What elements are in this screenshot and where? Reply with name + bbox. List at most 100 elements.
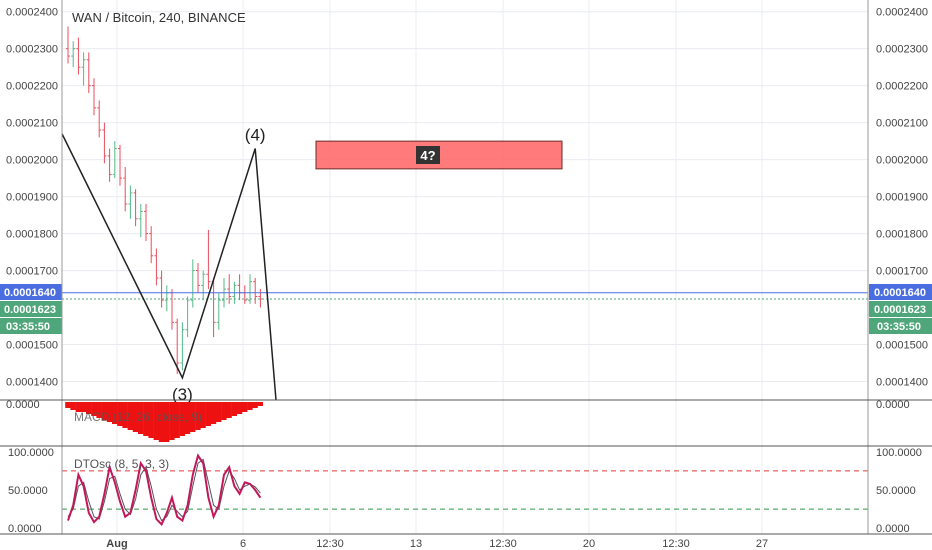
macd-histogram: [65, 402, 263, 442]
time-tick: 20: [583, 538, 595, 550]
macd-bar: [122, 402, 128, 428]
osc-axis-ticks: 100.0000 100.0000 50.0000 50.0000 0.0000 0.00…: [8, 447, 922, 535]
right-blue-badge: [869, 284, 932, 300]
right-price-tick: 0.0001400: [876, 377, 928, 389]
osc-right-tick: 50.0000: [876, 485, 916, 497]
time-axis[interactable]: Aug 6 12:30 13 12:30 20 12:30 27: [106, 538, 768, 550]
macd-bar: [117, 402, 123, 426]
macd-bar: [75, 402, 81, 412]
osc-left-tick: 0.0000: [8, 523, 42, 535]
macd-bar: [190, 402, 196, 432]
left-countdown-text: 03:35:50: [6, 321, 50, 333]
time-tick: 12:30: [316, 538, 344, 550]
time-tick: 27: [756, 538, 768, 550]
osc-left-tick: 100.0000: [8, 447, 54, 459]
target-zone-label: 4?: [420, 148, 435, 163]
right-price-tick: 0.0001900: [876, 192, 928, 204]
macd-bar: [184, 402, 191, 434]
macd-bar: [143, 402, 149, 436]
left-green-badge-text: 0.0001623: [4, 304, 56, 316]
macd-bar: [86, 402, 92, 414]
macd-bar: [179, 402, 185, 436]
macd-bar: [247, 402, 253, 410]
price-badges: 0.0001640 0.0001623 03:35:50 0.0001640 0…: [0, 284, 932, 334]
macd-bar: [138, 402, 144, 434]
macd-pane[interactable]: MACD (12, 26, close, 9) 0.0000 0.0000: [6, 399, 910, 442]
macd-bar: [174, 402, 180, 438]
time-tick: Aug: [106, 538, 127, 550]
macd-bar: [164, 402, 170, 442]
macd-bar: [210, 402, 217, 424]
right-green-badge: [869, 301, 932, 317]
left-price-tick: 0.0001500: [6, 340, 58, 352]
macd-bar: [80, 402, 87, 412]
macd-bar: [70, 402, 76, 410]
left-price-tick: 0.0001800: [6, 229, 58, 241]
right-price-tick: 0.0001700: [876, 266, 928, 278]
macd-bar: [169, 402, 175, 440]
left-price-tick: 0.0001400: [6, 377, 58, 389]
right-price-tick: 0.0002000: [876, 155, 928, 167]
macd-bar: [200, 402, 206, 428]
macd-left-tick: 0.0000: [6, 399, 40, 411]
left-price-axis[interactable]: 0.0002400 0.0002300 0.0002200 0.0002100 0.00…: [6, 7, 58, 389]
right-price-tick: 0.0002400: [876, 7, 928, 19]
macd-bar: [252, 402, 258, 408]
pane-borders: [0, 0, 932, 535]
macd-bar: [127, 402, 133, 430]
macd-bar: [148, 402, 154, 438]
wave-4-label: (4): [245, 126, 266, 145]
macd-bar: [91, 402, 97, 416]
macd-bar: [221, 402, 227, 420]
right-countdown-badge: [869, 318, 932, 334]
macd-bar: [216, 402, 222, 422]
left-price-tick: 0.0002400: [6, 7, 58, 19]
time-tick: 12:30: [489, 538, 517, 550]
macd-bar: [132, 402, 139, 432]
right-blue-badge-text: 0.0001640: [874, 287, 926, 299]
macd-bar: [236, 402, 243, 414]
left-price-tick: 0.0002200: [6, 81, 58, 93]
left-blue-badge: [0, 284, 62, 300]
osc-right-tick: 100.0000: [876, 447, 922, 459]
right-price-tick: 0.0002200: [876, 81, 928, 93]
osc-fast-line: [67, 453, 262, 527]
time-tick: 6: [240, 538, 246, 550]
left-price-tick: 0.0001700: [6, 266, 58, 278]
macd-bar: [195, 402, 201, 430]
symbol-title: WAN / Bitcoin, 240, BINANCE: [72, 10, 246, 25]
dtosc-label: DTOsc (8, 5, 3, 3): [74, 457, 169, 471]
left-price-tick: 0.0002100: [6, 118, 58, 130]
osc-left-tick: 50.0000: [8, 485, 48, 497]
macd-bar: [65, 402, 71, 408]
right-price-tick: 0.0002100: [876, 118, 928, 130]
target-zone-label-bg: [416, 146, 440, 164]
right-price-tick: 0.0001500: [876, 340, 928, 352]
price-pane[interactable]: 4? (3) (4) WAN / Bitcoin, 240, BINANCE: [61, 10, 868, 404]
macd-bar: [205, 402, 211, 426]
left-price-tick: 0.0002000: [6, 155, 58, 167]
wave-count-path: [61, 133, 277, 401]
dtosc-pane[interactable]: DTOsc (8, 5, 3, 3) 100.0000 100.0000 50.00…: [8, 447, 922, 535]
right-price-axis[interactable]: 0.0002400 0.0002300 0.0002200 0.0002100 0.00…: [876, 7, 928, 389]
macd-bar: [153, 402, 159, 440]
macd-bar: [158, 402, 165, 442]
right-countdown-text: 03:35:50: [877, 321, 921, 333]
time-tick: 13: [410, 538, 422, 550]
macd-bar: [257, 402, 263, 406]
right-green-badge-text: 0.0001623: [874, 304, 926, 316]
macd-right-tick: 0.0000: [876, 399, 910, 411]
macd-label: MACD (12, 26, close, 9): [74, 410, 202, 424]
left-price-tick: 0.0002300: [6, 44, 58, 56]
macd-bar: [101, 402, 107, 420]
macd-bar: [96, 402, 102, 418]
chart-grid: [62, 0, 868, 534]
time-tick: 12:30: [662, 538, 690, 550]
left-green-badge: [0, 301, 62, 317]
macd-bar: [242, 402, 248, 412]
macd-bar: [112, 402, 118, 424]
osc-right-tick: 0.0000: [876, 523, 910, 535]
wave-3-label: (3): [172, 385, 193, 404]
right-price-tick: 0.0001800: [876, 229, 928, 241]
